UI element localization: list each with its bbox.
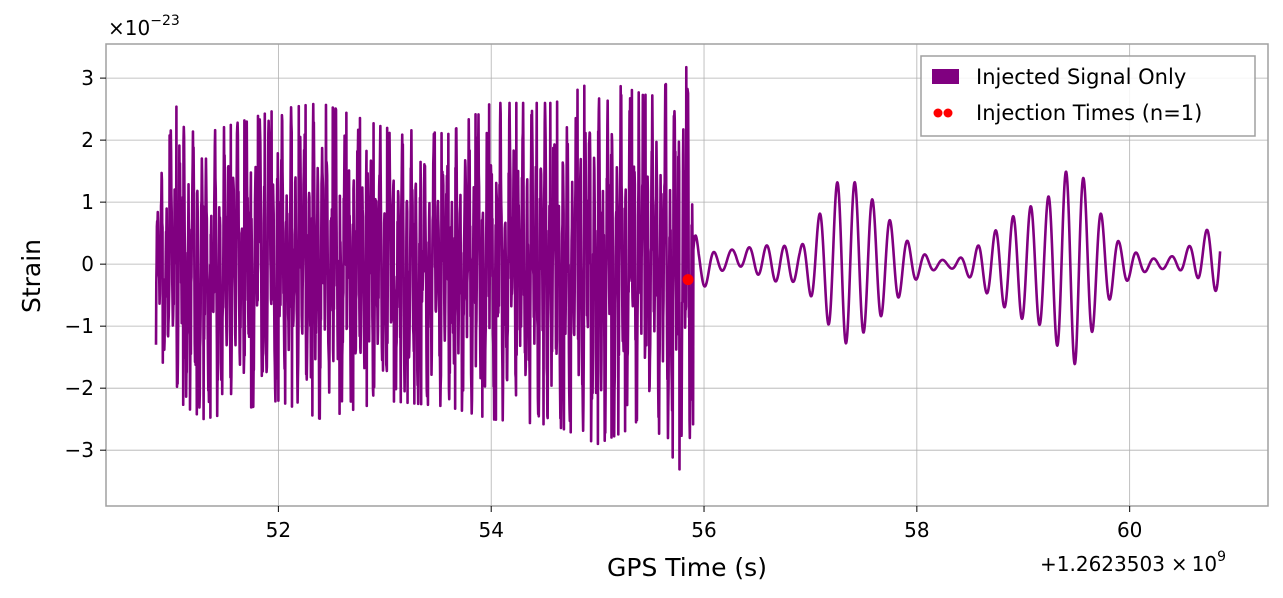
signal-series-line [154, 65, 1222, 471]
legend-box [920, 55, 1256, 137]
x-tick-label: 54 [478, 518, 503, 542]
y-tick-label: 0 [81, 252, 94, 276]
y-axis-ticks: −3 −2 −1 0 1 2 3 [65, 66, 106, 462]
y-tick-label: 2 [81, 128, 94, 152]
injection-point [682, 274, 694, 286]
legend-label-signal: Injected Signal Only [976, 65, 1186, 89]
y-tick-label: −3 [65, 438, 94, 462]
x-offset-label: +1.2623503 × 109 [1040, 549, 1226, 576]
legend-marker-injection [933, 108, 943, 118]
y-tick-label: −2 [65, 376, 94, 400]
legend-swatch-signal [932, 69, 959, 84]
y-tick-label: 1 [81, 190, 94, 214]
x-axis-ticks: 52 54 56 58 60 [266, 506, 1142, 542]
x-tick-label: 56 [691, 518, 716, 542]
y-tick-label: 3 [81, 66, 94, 90]
y-tick-label: −1 [65, 314, 94, 338]
x-tick-label: 52 [266, 518, 291, 542]
plot-area [154, 65, 1222, 471]
legend: Injected Signal Only Injection Times (n=… [920, 55, 1256, 137]
x-tick-label: 60 [1117, 518, 1142, 542]
y-axis-title: Strain [17, 239, 46, 313]
legend-label-injection: Injection Times (n=1) [976, 101, 1202, 125]
legend-marker-injection [943, 108, 953, 118]
y-scale-label: ×10−23 [108, 13, 180, 40]
axes-frame [105, 43, 1269, 507]
x-axis-title: GPS Time (s) [607, 553, 767, 582]
x-tick-label: 58 [904, 518, 929, 542]
